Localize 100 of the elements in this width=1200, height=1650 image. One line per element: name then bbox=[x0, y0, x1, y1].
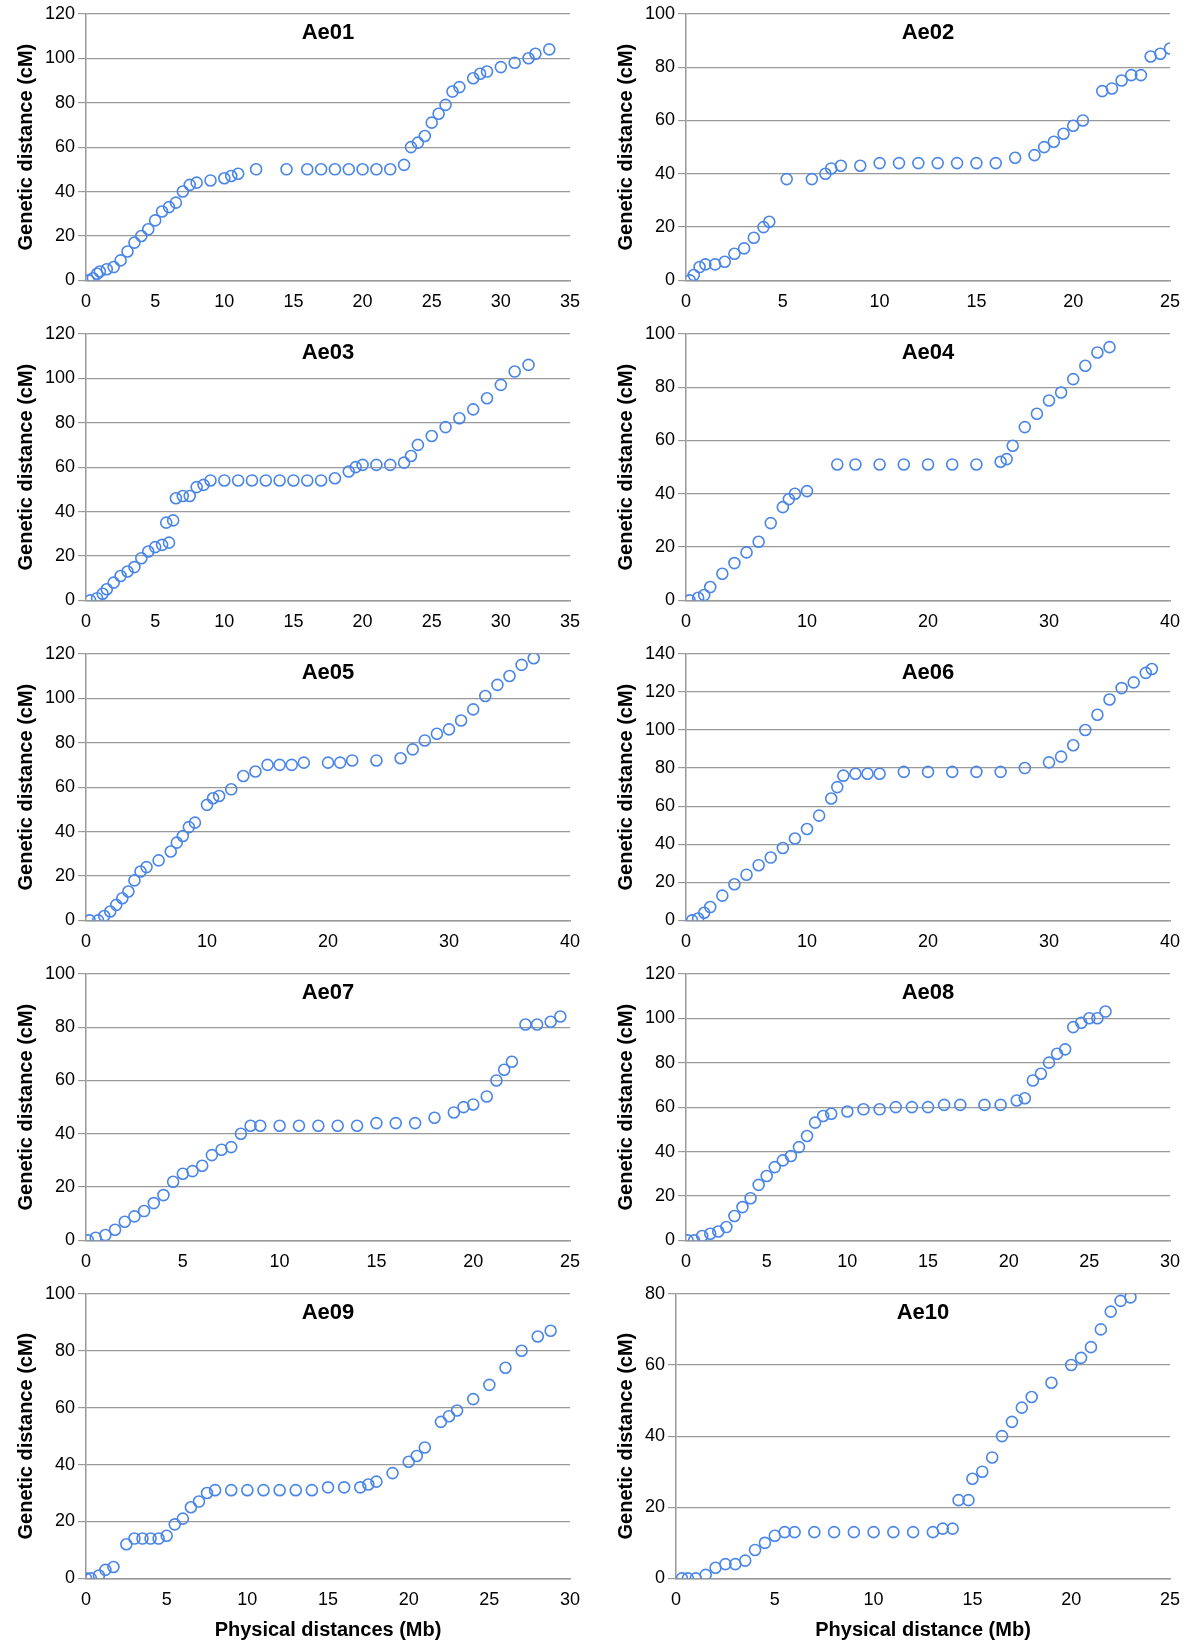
point bbox=[204, 474, 217, 487]
point bbox=[970, 765, 983, 779]
point bbox=[748, 1543, 762, 1557]
y-tick-label: 100 bbox=[644, 2, 676, 23]
point bbox=[425, 116, 439, 129]
x-tick-label: 20 bbox=[1061, 1589, 1082, 1610]
point bbox=[259, 474, 273, 487]
point bbox=[195, 1159, 209, 1173]
point bbox=[1094, 1323, 1108, 1336]
point bbox=[712, 1225, 725, 1238]
point bbox=[544, 1324, 557, 1338]
point bbox=[331, 1119, 344, 1133]
point bbox=[386, 1466, 399, 1480]
x-tick-label: 15 bbox=[283, 291, 304, 312]
y-tick-label: 80 bbox=[55, 731, 76, 752]
point bbox=[494, 378, 508, 392]
point bbox=[446, 85, 459, 98]
point bbox=[1066, 372, 1080, 386]
point bbox=[1054, 750, 1068, 763]
y-tick-label: 100 bbox=[44, 367, 76, 388]
y-tick-label: 80 bbox=[655, 1051, 676, 1072]
x-tick-label: 30 bbox=[559, 1589, 581, 1610]
point bbox=[186, 1164, 199, 1178]
y-axis-title: Genetic distance (cM) bbox=[613, 363, 636, 571]
point bbox=[182, 820, 196, 834]
point bbox=[962, 1493, 975, 1507]
point bbox=[249, 765, 262, 778]
point bbox=[687, 268, 701, 281]
y-tick-label: 60 bbox=[55, 136, 76, 157]
point bbox=[1103, 340, 1116, 354]
x-tick-label: 30 bbox=[438, 931, 460, 952]
point bbox=[975, 1465, 989, 1478]
point bbox=[157, 1188, 170, 1202]
point bbox=[1006, 439, 1020, 453]
point bbox=[466, 1098, 480, 1111]
point bbox=[453, 411, 466, 425]
point bbox=[466, 403, 480, 416]
point bbox=[921, 458, 935, 471]
point bbox=[952, 1493, 965, 1507]
point bbox=[100, 582, 114, 596]
point bbox=[147, 1196, 161, 1210]
point bbox=[491, 678, 504, 692]
point bbox=[128, 874, 141, 887]
point bbox=[333, 756, 347, 769]
y-tick-label: 100 bbox=[644, 322, 676, 343]
point bbox=[857, 1103, 870, 1116]
point bbox=[397, 158, 411, 172]
point bbox=[912, 156, 925, 170]
y-tick-label: 20 bbox=[55, 224, 76, 245]
y-tick-label: 40 bbox=[655, 162, 676, 183]
y-axis-title: Genetic distance (cM) bbox=[613, 683, 636, 891]
point bbox=[356, 458, 369, 472]
chart-title: Ae04 bbox=[901, 338, 956, 364]
y-tick-label: 0 bbox=[655, 1567, 666, 1588]
x-tick-label: 40 bbox=[559, 931, 581, 952]
point bbox=[1114, 1294, 1127, 1308]
point bbox=[887, 1525, 900, 1539]
point bbox=[218, 474, 231, 487]
point bbox=[224, 169, 238, 183]
point bbox=[847, 1525, 861, 1539]
point bbox=[109, 898, 123, 912]
point bbox=[897, 765, 911, 779]
point bbox=[1124, 68, 1138, 82]
point bbox=[176, 1512, 190, 1525]
x-tick-label: 15 bbox=[283, 611, 304, 632]
point bbox=[1105, 82, 1119, 95]
point bbox=[716, 889, 729, 902]
point bbox=[188, 816, 202, 829]
point bbox=[699, 1568, 712, 1579]
y-tick-label: 20 bbox=[655, 871, 676, 892]
chart-title: Ae02 bbox=[901, 18, 955, 44]
point bbox=[159, 516, 173, 529]
point bbox=[1083, 1011, 1096, 1025]
x-tick-label: 5 bbox=[777, 291, 788, 312]
point bbox=[204, 174, 217, 187]
y-tick-label: 80 bbox=[655, 56, 676, 77]
y-tick-label: 40 bbox=[55, 820, 76, 841]
point bbox=[457, 1100, 470, 1114]
point bbox=[1008, 151, 1022, 165]
point bbox=[170, 836, 184, 849]
point bbox=[1099, 1005, 1112, 1018]
x-tick-label: 10 bbox=[863, 1589, 884, 1610]
point bbox=[166, 1175, 180, 1189]
point bbox=[1018, 420, 1032, 434]
point bbox=[197, 478, 210, 492]
point bbox=[137, 1204, 151, 1218]
x-tick-label: 0 bbox=[81, 291, 92, 312]
point bbox=[1066, 1020, 1080, 1034]
point bbox=[428, 1111, 441, 1125]
y-tick-label: 80 bbox=[655, 376, 676, 397]
x-tick-label: 15 bbox=[366, 1251, 387, 1272]
point bbox=[718, 255, 732, 269]
chart-title: Ae03 bbox=[301, 338, 355, 364]
point bbox=[508, 56, 521, 69]
point bbox=[389, 1116, 403, 1130]
y-tick-label: 40 bbox=[55, 1453, 76, 1474]
y-tick-label: 100 bbox=[44, 1282, 76, 1303]
point bbox=[349, 460, 362, 474]
point bbox=[800, 1129, 814, 1143]
point bbox=[237, 769, 250, 783]
